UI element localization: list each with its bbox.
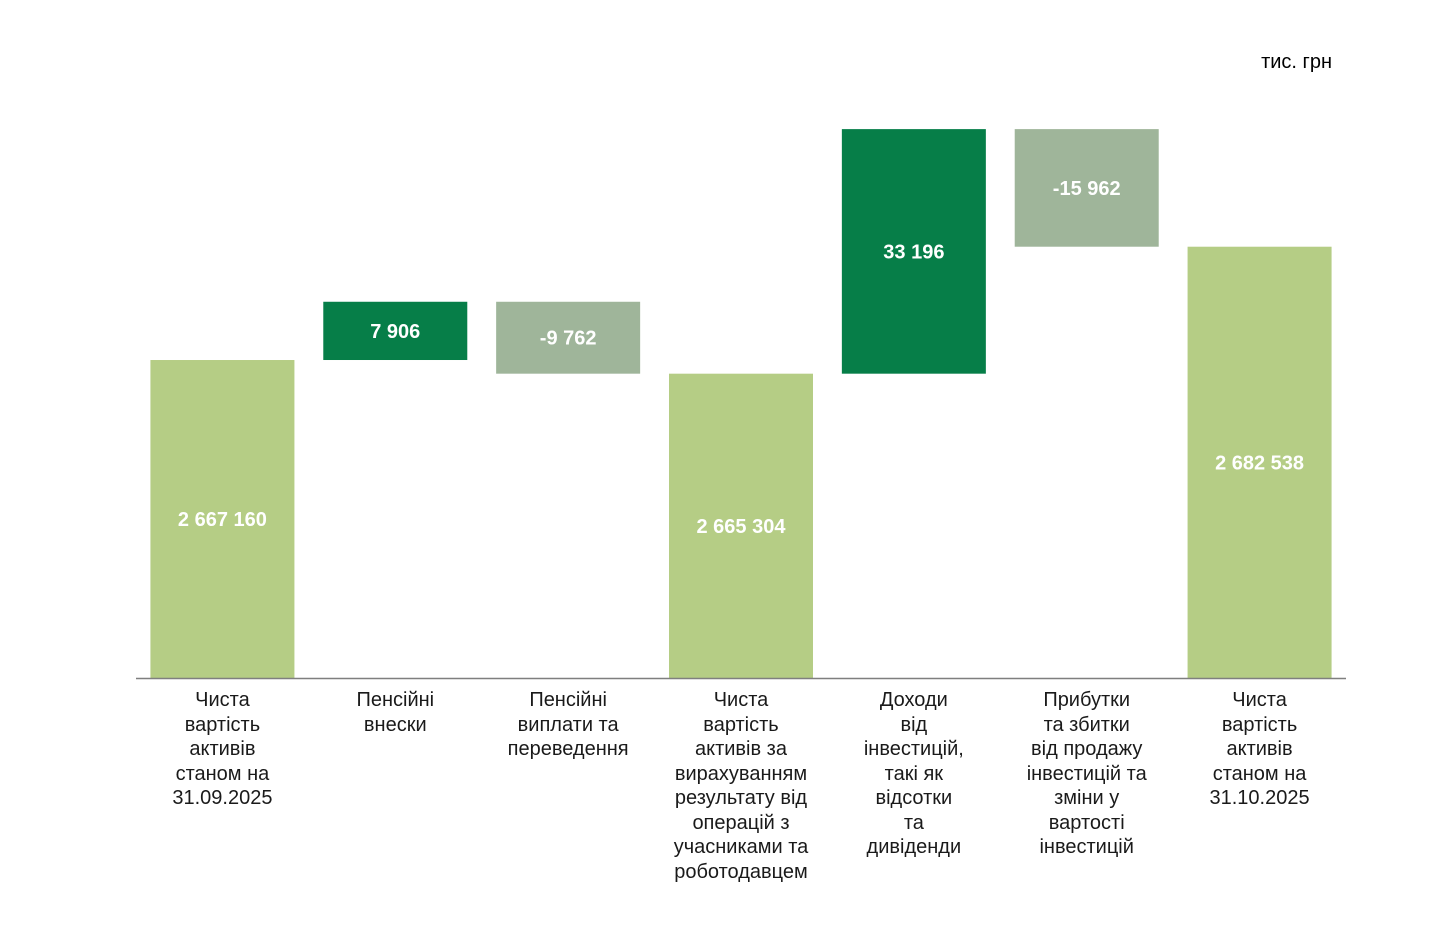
- bar-increase: [841, 129, 986, 374]
- bars-layer: [150, 129, 1332, 678]
- category-label: Доходи від інвестицій, такі як відсотки …: [863, 689, 964, 858]
- bar-total: [669, 373, 813, 678]
- bar-total: [150, 360, 295, 678]
- unit-label: тис. грн: [1261, 51, 1332, 73]
- bar-value-label: 2 665 304: [697, 516, 787, 538]
- category-label: Чиста вартість активів станом на 31.09.2…: [172, 689, 273, 809]
- category-label: Чиста вартість активів за вирахуванням р…: [673, 689, 809, 883]
- category-label: Пенсійні виплати та переведення: [507, 689, 629, 760]
- category-label: Пенсійні внески: [356, 689, 435, 736]
- bar-value-label: 33 196: [883, 241, 944, 263]
- bar-value-label: -15 962: [1053, 178, 1121, 200]
- category-label: Чиста вартість активів станом на 31.10.2…: [1209, 689, 1310, 809]
- bar-decrease: [1014, 129, 1159, 247]
- bar-value-label: 7 906: [370, 321, 420, 343]
- category-label: Прибутки та збитки від продажу інвестиці…: [1026, 689, 1147, 858]
- bar-increase: [323, 301, 468, 361]
- bar-decrease: [496, 301, 641, 374]
- bar-value-label: 2 667 160: [178, 509, 267, 531]
- bar-total: [1187, 246, 1332, 678]
- value-labels-layer: 2 667 160 7 906 -9 762 2 665 304 33 196 -15 9…: [178, 178, 1304, 538]
- bar-value-label: -9 762: [540, 328, 597, 350]
- bar-value-label: 2 682 538: [1215, 452, 1304, 474]
